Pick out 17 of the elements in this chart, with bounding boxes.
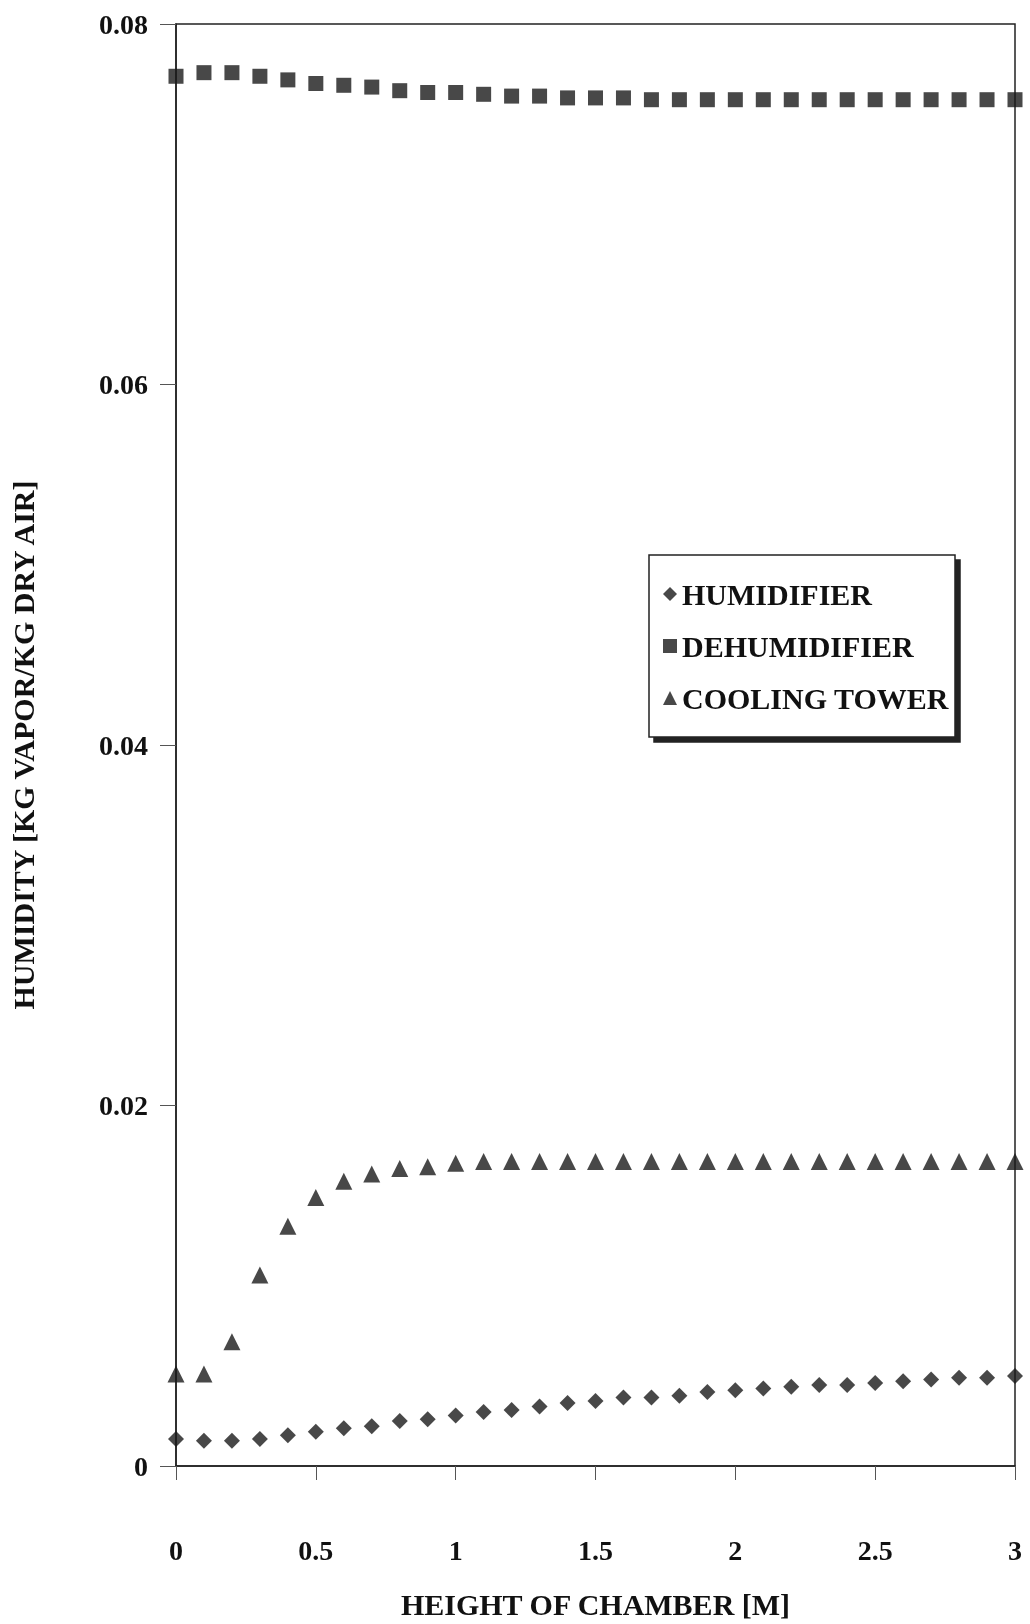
x-tick-label: 2.5 <box>857 1534 893 1566</box>
x-axis-title: HEIGHT OF CHAMBER [M] <box>400 1587 791 1621</box>
x-tick-label: 2 <box>728 1534 743 1566</box>
x-tick-label: 1 <box>448 1534 463 1566</box>
legend-label: HUMIDIFIER <box>682 577 873 611</box>
legend-label: COOLING TOWER <box>682 681 949 715</box>
y-axis-title: HUMIDITY [KG VAPOR/KG DRY AIR] <box>6 480 40 1010</box>
y-tick-label: 0.08 <box>99 8 148 40</box>
x-tick-label: 0.5 <box>298 1534 334 1566</box>
x-tick-label: 0 <box>169 1534 183 1566</box>
x-tick-label: 3 <box>1008 1534 1022 1566</box>
y-tick-label: 0.06 <box>99 369 148 400</box>
legend-label: DEHUMIDIFIER <box>682 629 915 663</box>
x-tick-label: 1.5 <box>578 1534 613 1566</box>
y-tick-label: 0.02 <box>99 1090 148 1121</box>
y-tick-label: 0.04 <box>99 729 148 761</box>
y-tick-label: 0 <box>134 1450 148 1482</box>
